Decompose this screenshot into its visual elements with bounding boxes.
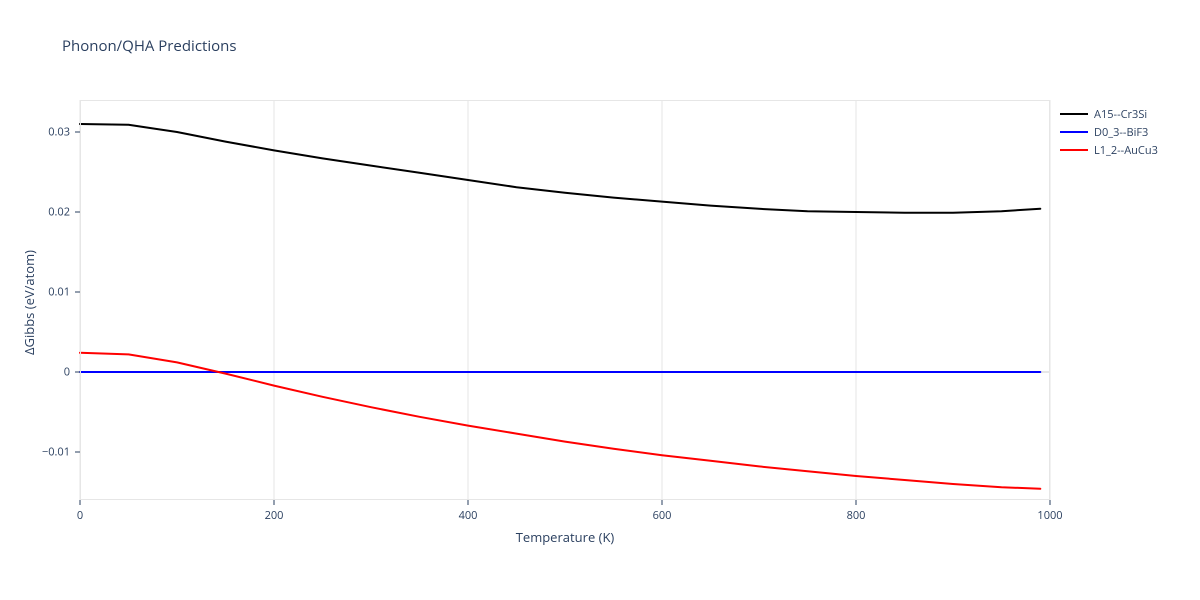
plot-area[interactable] (80, 100, 1050, 500)
x-tick-label: 0 (77, 508, 83, 523)
legend-swatch-icon (1060, 113, 1088, 115)
legend-label: A15--Cr3Si (1094, 107, 1147, 122)
legend-swatch-icon (1060, 131, 1088, 133)
legend-item-1[interactable]: D0_3--BiF3 (1060, 123, 1158, 141)
x-tick-label: 200 (265, 508, 284, 523)
x-tick-label: 400 (459, 508, 478, 523)
legend-label: L1_2--AuCu3 (1094, 143, 1158, 158)
y-tick-label: 0.03 (30, 125, 70, 140)
chart-title: Phonon/QHA Predictions (62, 36, 237, 56)
legend: A15--Cr3Si D0_3--BiF3 L1_2--AuCu3 (1060, 105, 1158, 159)
plot-svg (80, 100, 1050, 500)
legend-item-2[interactable]: L1_2--AuCu3 (1060, 141, 1158, 159)
x-axis-label: Temperature (K) (80, 528, 1050, 546)
legend-swatch-icon (1060, 149, 1088, 151)
y-tick-label: 0.01 (30, 285, 70, 300)
x-tick-label: 1000 (1037, 508, 1062, 523)
y-axis-label: ΔGibbs (eV/atom) (20, 250, 38, 355)
y-tick-label: −0.01 (30, 445, 70, 460)
x-tick-label: 600 (653, 508, 672, 523)
x-tick-label: 800 (847, 508, 866, 523)
legend-label: D0_3--BiF3 (1094, 125, 1148, 140)
y-tick-label: 0.02 (30, 205, 70, 220)
chart-container: Phonon/QHA Predictions Temperature (K) Δ… (0, 0, 1200, 600)
y-tick-label: 0 (30, 365, 70, 380)
legend-item-0[interactable]: A15--Cr3Si (1060, 105, 1158, 123)
